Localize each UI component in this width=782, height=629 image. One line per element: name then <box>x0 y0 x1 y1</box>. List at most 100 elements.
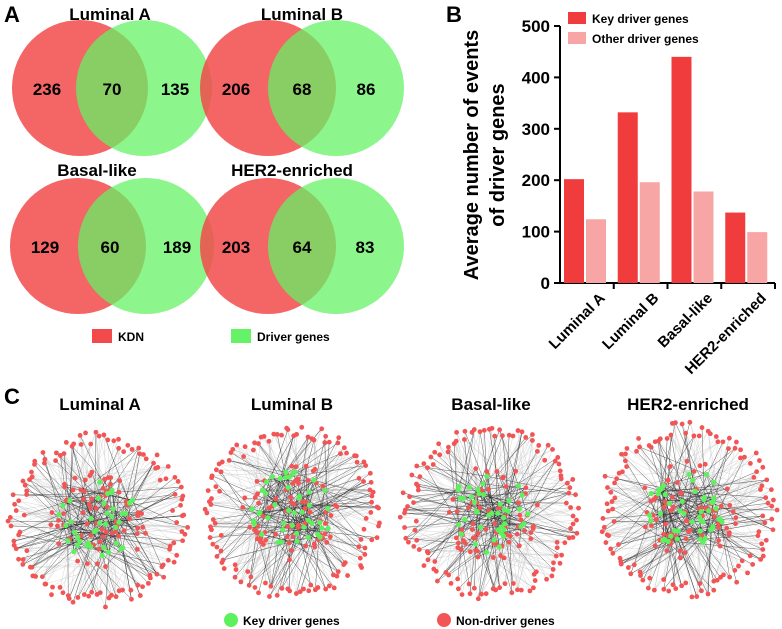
edge <box>486 552 557 557</box>
edge <box>14 513 126 546</box>
edge <box>403 492 522 527</box>
edge <box>639 446 660 491</box>
node-non-driver <box>551 560 556 566</box>
node-non-driver <box>517 512 523 518</box>
node-non-driver <box>88 505 93 511</box>
node-non-driver <box>359 565 365 570</box>
node-non-driver <box>415 487 421 493</box>
node-non-driver <box>555 455 561 460</box>
node-non-driver <box>20 478 26 484</box>
bar-other-driver <box>586 219 606 283</box>
node-key-driver <box>489 510 495 516</box>
node-key-driver <box>305 517 311 523</box>
node-non-driver <box>167 546 172 552</box>
node-non-driver <box>60 590 66 596</box>
edge <box>404 512 489 516</box>
node-key-driver <box>518 523 524 530</box>
node-non-driver <box>510 581 516 586</box>
node-non-driver <box>768 487 774 493</box>
node-non-driver <box>486 486 492 492</box>
node-key-driver <box>458 531 465 537</box>
edge <box>210 482 299 505</box>
node-non-driver <box>416 547 422 552</box>
node-non-driver <box>765 500 771 506</box>
node-key-driver <box>515 483 522 489</box>
edge <box>445 495 523 573</box>
edge <box>93 462 154 532</box>
venn-left-count: 129 <box>31 238 59 257</box>
venn-left-count: 236 <box>33 80 61 99</box>
node-non-driver <box>137 593 143 598</box>
network-title-her2-enriched: HER2-enriched <box>627 395 749 414</box>
node-non-driver <box>734 579 740 585</box>
node-non-driver <box>11 542 17 548</box>
node-non-driver <box>20 561 26 567</box>
bar-key-driver <box>617 112 638 284</box>
node-key-driver <box>466 484 472 490</box>
node-non-driver <box>289 463 295 469</box>
node-key-driver <box>264 479 270 485</box>
node-non-driver <box>454 509 460 514</box>
node-non-driver <box>475 554 481 560</box>
node-key-driver <box>462 516 468 523</box>
bar-chart: 0 100 200 300 400 500 Average number of events… <box>461 12 776 378</box>
node-non-driver <box>506 539 512 545</box>
edge <box>299 428 322 497</box>
edge <box>244 497 328 509</box>
node-non-driver <box>288 495 293 500</box>
edge <box>680 492 751 557</box>
edge <box>464 431 479 490</box>
node-non-driver <box>413 518 419 524</box>
edge <box>639 446 683 502</box>
node-non-driver <box>610 506 615 512</box>
node-non-driver <box>254 479 260 484</box>
node-key-driver <box>686 471 692 478</box>
edge <box>479 431 516 472</box>
node-non-driver <box>453 535 459 541</box>
node-non-driver <box>5 518 11 524</box>
node-non-driver <box>448 581 454 586</box>
venn-title: Basal-like <box>57 161 136 180</box>
node-non-driver <box>219 459 225 465</box>
edge <box>438 443 478 513</box>
edge <box>525 493 574 538</box>
node-non-driver <box>84 561 90 567</box>
node-non-driver <box>727 574 733 580</box>
edge <box>263 536 321 545</box>
node-non-driver <box>445 449 451 455</box>
edge <box>680 489 761 512</box>
node-non-driver <box>330 572 336 578</box>
node-non-driver <box>97 539 103 545</box>
node-key-driver <box>690 477 696 483</box>
y-tick-label: 200 <box>522 171 550 190</box>
node-non-driver <box>242 444 248 450</box>
node-non-driver <box>374 535 380 541</box>
node-non-driver <box>679 583 685 589</box>
node-non-driver <box>376 523 381 529</box>
edge <box>118 477 176 523</box>
node-non-driver <box>567 485 573 491</box>
edge <box>25 485 126 514</box>
node-non-driver <box>324 540 330 545</box>
node-non-driver <box>574 517 579 523</box>
node-non-driver <box>96 546 102 552</box>
node-non-driver <box>175 479 181 484</box>
node-non-driver <box>256 590 261 596</box>
node-non-driver <box>733 521 738 527</box>
node-non-driver <box>462 428 468 434</box>
node-non-driver <box>483 527 489 532</box>
node-non-driver <box>661 531 666 537</box>
node-non-driver <box>289 548 294 553</box>
node-key-driver <box>101 500 107 507</box>
edge <box>64 484 123 548</box>
edge <box>457 429 475 491</box>
node-non-driver <box>467 549 473 555</box>
node-non-driver <box>428 454 434 460</box>
edge <box>72 440 115 491</box>
node-non-driver <box>611 519 617 524</box>
venn-legend: KDN Driver genes <box>92 329 330 344</box>
edge <box>208 490 310 493</box>
edge <box>462 534 476 545</box>
edge <box>107 467 158 514</box>
node-non-driver <box>72 475 78 481</box>
